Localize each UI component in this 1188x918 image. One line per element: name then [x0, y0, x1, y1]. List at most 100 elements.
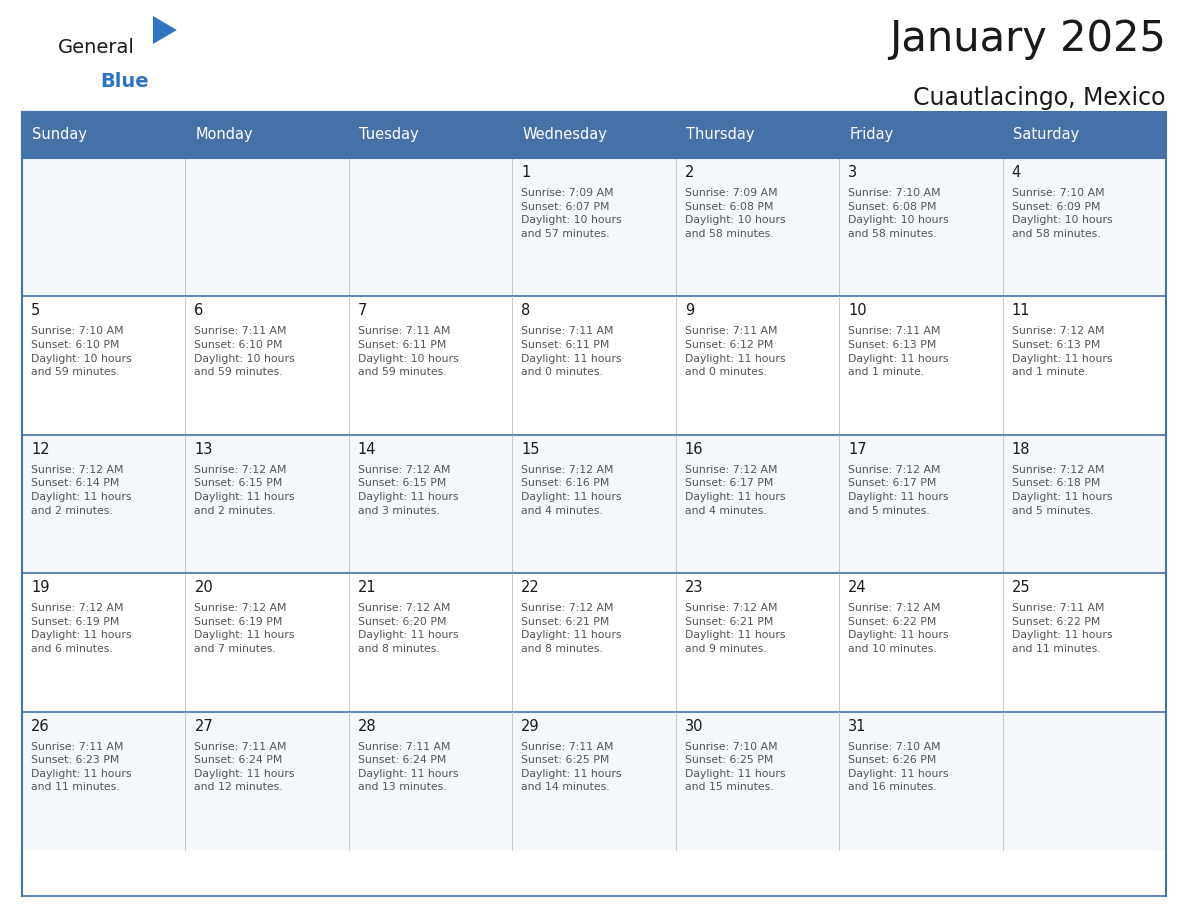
Text: 5: 5	[31, 304, 40, 319]
Bar	[676, 711, 839, 850]
Bar	[512, 711, 676, 850]
Bar	[1003, 297, 1165, 435]
Bar	[349, 158, 512, 297]
Text: Sunrise: 7:12 AM
Sunset: 6:22 PM
Daylight: 11 hours
and 10 minutes.: Sunrise: 7:12 AM Sunset: 6:22 PM Dayligh…	[848, 603, 949, 654]
Text: Sunrise: 7:09 AM
Sunset: 6:08 PM
Daylight: 10 hours
and 58 minutes.: Sunrise: 7:09 AM Sunset: 6:08 PM Dayligh…	[684, 188, 785, 239]
Text: Friday: Friday	[849, 128, 893, 142]
Bar	[185, 158, 349, 297]
Text: 13: 13	[195, 442, 213, 457]
Bar	[1003, 573, 1165, 711]
Polygon shape	[153, 16, 177, 44]
Text: Sunrise: 7:12 AM
Sunset: 6:16 PM
Daylight: 11 hours
and 4 minutes.: Sunrise: 7:12 AM Sunset: 6:16 PM Dayligh…	[522, 465, 621, 516]
Text: 28: 28	[358, 719, 377, 733]
Text: Wednesday: Wednesday	[523, 128, 607, 142]
Bar	[839, 573, 1003, 711]
Bar	[349, 573, 512, 711]
Text: Cuautlacingo, Mexico: Cuautlacingo, Mexico	[914, 86, 1165, 110]
Text: 31: 31	[848, 719, 866, 733]
Bar	[185, 573, 349, 711]
Text: Sunrise: 7:11 AM
Sunset: 6:25 PM
Daylight: 11 hours
and 14 minutes.: Sunrise: 7:11 AM Sunset: 6:25 PM Dayligh…	[522, 742, 621, 792]
Text: Sunrise: 7:12 AM
Sunset: 6:15 PM
Daylight: 11 hours
and 3 minutes.: Sunrise: 7:12 AM Sunset: 6:15 PM Dayligh…	[358, 465, 459, 516]
Text: 8: 8	[522, 304, 531, 319]
Text: 1: 1	[522, 165, 531, 180]
Text: 6: 6	[195, 304, 203, 319]
Text: 25: 25	[1011, 580, 1030, 595]
Bar	[23, 112, 185, 158]
Bar	[839, 711, 1003, 850]
Text: Sunrise: 7:11 AM
Sunset: 6:10 PM
Daylight: 10 hours
and 59 minutes.: Sunrise: 7:11 AM Sunset: 6:10 PM Dayligh…	[195, 327, 295, 377]
Text: Sunrise: 7:10 AM
Sunset: 6:10 PM
Daylight: 10 hours
and 59 minutes.: Sunrise: 7:10 AM Sunset: 6:10 PM Dayligh…	[31, 327, 132, 377]
Text: Sunday: Sunday	[32, 128, 87, 142]
Text: Sunrise: 7:12 AM
Sunset: 6:20 PM
Daylight: 11 hours
and 8 minutes.: Sunrise: 7:12 AM Sunset: 6:20 PM Dayligh…	[358, 603, 459, 654]
Text: Sunrise: 7:12 AM
Sunset: 6:17 PM
Daylight: 11 hours
and 5 minutes.: Sunrise: 7:12 AM Sunset: 6:17 PM Dayligh…	[848, 465, 949, 516]
Text: 18: 18	[1011, 442, 1030, 457]
Text: Sunrise: 7:11 AM
Sunset: 6:12 PM
Daylight: 11 hours
and 0 minutes.: Sunrise: 7:11 AM Sunset: 6:12 PM Dayligh…	[684, 327, 785, 377]
Text: Sunrise: 7:10 AM
Sunset: 6:25 PM
Daylight: 11 hours
and 15 minutes.: Sunrise: 7:10 AM Sunset: 6:25 PM Dayligh…	[684, 742, 785, 792]
Text: 29: 29	[522, 719, 539, 733]
Text: Sunrise: 7:12 AM
Sunset: 6:18 PM
Daylight: 11 hours
and 5 minutes.: Sunrise: 7:12 AM Sunset: 6:18 PM Dayligh…	[1011, 465, 1112, 516]
Bar	[512, 435, 676, 573]
Text: Monday: Monday	[196, 128, 253, 142]
Bar	[349, 435, 512, 573]
Text: 2: 2	[684, 165, 694, 180]
Text: 15: 15	[522, 442, 539, 457]
Text: 7: 7	[358, 304, 367, 319]
Text: January 2025: January 2025	[889, 18, 1165, 60]
Text: Sunrise: 7:11 AM
Sunset: 6:13 PM
Daylight: 11 hours
and 1 minute.: Sunrise: 7:11 AM Sunset: 6:13 PM Dayligh…	[848, 327, 949, 377]
Bar	[512, 158, 676, 297]
Bar	[1003, 112, 1165, 158]
Bar	[839, 158, 1003, 297]
Text: 9: 9	[684, 304, 694, 319]
Bar	[185, 297, 349, 435]
Bar	[676, 297, 839, 435]
Text: 30: 30	[684, 719, 703, 733]
Text: Sunrise: 7:11 AM
Sunset: 6:22 PM
Daylight: 11 hours
and 11 minutes.: Sunrise: 7:11 AM Sunset: 6:22 PM Dayligh…	[1011, 603, 1112, 654]
Text: 10: 10	[848, 304, 867, 319]
Bar	[512, 297, 676, 435]
Text: Sunrise: 7:12 AM
Sunset: 6:19 PM
Daylight: 11 hours
and 6 minutes.: Sunrise: 7:12 AM Sunset: 6:19 PM Dayligh…	[31, 603, 132, 654]
Text: Sunrise: 7:12 AM
Sunset: 6:14 PM
Daylight: 11 hours
and 2 minutes.: Sunrise: 7:12 AM Sunset: 6:14 PM Dayligh…	[31, 465, 132, 516]
Text: General: General	[58, 38, 135, 57]
Text: 19: 19	[31, 580, 50, 595]
Text: 23: 23	[684, 580, 703, 595]
Bar	[676, 435, 839, 573]
Text: Sunrise: 7:12 AM
Sunset: 6:19 PM
Daylight: 11 hours
and 7 minutes.: Sunrise: 7:12 AM Sunset: 6:19 PM Dayligh…	[195, 603, 295, 654]
Text: 4: 4	[1011, 165, 1020, 180]
Text: Sunrise: 7:10 AM
Sunset: 6:08 PM
Daylight: 10 hours
and 58 minutes.: Sunrise: 7:10 AM Sunset: 6:08 PM Dayligh…	[848, 188, 949, 239]
Bar	[23, 711, 185, 850]
Bar	[349, 112, 512, 158]
Bar	[839, 297, 1003, 435]
Bar	[1003, 711, 1165, 850]
Text: Sunrise: 7:11 AM
Sunset: 6:24 PM
Daylight: 11 hours
and 13 minutes.: Sunrise: 7:11 AM Sunset: 6:24 PM Dayligh…	[358, 742, 459, 792]
Text: 27: 27	[195, 719, 213, 733]
Text: 21: 21	[358, 580, 377, 595]
Bar	[839, 435, 1003, 573]
Text: Sunrise: 7:12 AM
Sunset: 6:15 PM
Daylight: 11 hours
and 2 minutes.: Sunrise: 7:12 AM Sunset: 6:15 PM Dayligh…	[195, 465, 295, 516]
Text: Sunrise: 7:11 AM
Sunset: 6:23 PM
Daylight: 11 hours
and 11 minutes.: Sunrise: 7:11 AM Sunset: 6:23 PM Dayligh…	[31, 742, 132, 792]
Bar	[839, 112, 1003, 158]
Bar	[1003, 435, 1165, 573]
Text: 14: 14	[358, 442, 377, 457]
Bar	[349, 297, 512, 435]
Text: 17: 17	[848, 442, 867, 457]
Text: Thursday: Thursday	[685, 128, 754, 142]
Text: Saturday: Saturday	[1012, 128, 1079, 142]
Bar	[23, 573, 185, 711]
Text: 22: 22	[522, 580, 541, 595]
Bar	[23, 435, 185, 573]
Text: 12: 12	[31, 442, 50, 457]
Text: Sunrise: 7:11 AM
Sunset: 6:24 PM
Daylight: 11 hours
and 12 minutes.: Sunrise: 7:11 AM Sunset: 6:24 PM Dayligh…	[195, 742, 295, 792]
Text: Sunrise: 7:09 AM
Sunset: 6:07 PM
Daylight: 10 hours
and 57 minutes.: Sunrise: 7:09 AM Sunset: 6:07 PM Dayligh…	[522, 188, 621, 239]
Text: Sunrise: 7:12 AM
Sunset: 6:13 PM
Daylight: 11 hours
and 1 minute.: Sunrise: 7:12 AM Sunset: 6:13 PM Dayligh…	[1011, 327, 1112, 377]
Bar	[349, 711, 512, 850]
Text: Blue: Blue	[100, 72, 148, 91]
Text: 26: 26	[31, 719, 50, 733]
Bar	[1003, 158, 1165, 297]
Text: 24: 24	[848, 580, 867, 595]
Bar	[185, 112, 349, 158]
Text: Sunrise: 7:12 AM
Sunset: 6:21 PM
Daylight: 11 hours
and 9 minutes.: Sunrise: 7:12 AM Sunset: 6:21 PM Dayligh…	[684, 603, 785, 654]
Bar	[185, 435, 349, 573]
Bar	[23, 158, 185, 297]
Bar	[512, 112, 676, 158]
Text: Sunrise: 7:10 AM
Sunset: 6:26 PM
Daylight: 11 hours
and 16 minutes.: Sunrise: 7:10 AM Sunset: 6:26 PM Dayligh…	[848, 742, 949, 792]
